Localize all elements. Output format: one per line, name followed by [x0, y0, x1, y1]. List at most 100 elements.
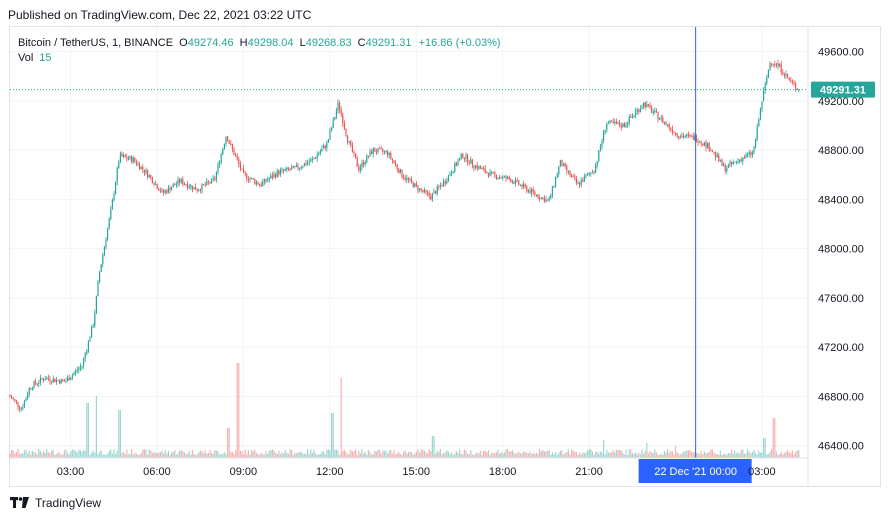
volume-bar — [707, 452, 709, 458]
volume-bar — [260, 452, 262, 458]
volume-bar — [718, 454, 720, 458]
volume-bar — [699, 454, 701, 458]
volume-bar — [604, 454, 606, 458]
candle-body — [193, 186, 195, 190]
candle-body — [740, 159, 742, 162]
volume-bar — [695, 453, 697, 458]
candle-body — [585, 175, 587, 177]
candle-body — [379, 148, 381, 150]
candle-body — [159, 190, 161, 192]
volume-bar — [612, 450, 614, 458]
volume-bar — [254, 449, 256, 458]
candle-body — [86, 350, 88, 354]
volume-bar — [732, 453, 734, 458]
candle-body — [355, 153, 357, 159]
volume-bar — [667, 449, 669, 458]
candle-body — [444, 181, 446, 184]
candle-body — [455, 163, 457, 166]
candle-body — [294, 166, 296, 168]
volume-bar — [209, 449, 211, 458]
volume-bar — [721, 454, 723, 458]
volume-bar — [497, 449, 499, 458]
volume-bar — [49, 453, 51, 458]
y-tick-label: 49600.00 — [818, 47, 864, 59]
volume-bar — [25, 449, 27, 458]
candle-body — [558, 166, 560, 175]
volume-bar — [361, 449, 363, 458]
volume-bar — [126, 449, 128, 458]
candle-body — [371, 151, 373, 155]
candle-body — [542, 197, 544, 199]
candle-body — [478, 166, 480, 169]
volume-bar — [156, 453, 158, 458]
candle-body — [436, 186, 438, 194]
candle-body — [278, 170, 280, 175]
volume-bar — [292, 454, 294, 458]
volume-bar — [694, 452, 696, 458]
volume-bar — [159, 451, 161, 458]
volume-bar — [372, 454, 374, 458]
candle-body — [68, 377, 70, 381]
candle-body — [187, 184, 189, 188]
volume-bar — [27, 453, 29, 458]
candle-body — [771, 63, 773, 65]
footer-branding[interactable]: TradingView — [10, 496, 101, 510]
volume-bar — [116, 450, 118, 458]
candle-body — [62, 379, 64, 381]
candle-body — [27, 394, 29, 399]
volume-bar — [388, 450, 390, 458]
volume-bar — [710, 449, 712, 458]
volume-bar — [284, 450, 286, 458]
volume-bar — [668, 452, 670, 458]
candle-body — [172, 184, 174, 188]
candle-body — [737, 161, 739, 163]
candle-body — [321, 148, 323, 152]
volume-bar — [43, 450, 45, 458]
candle-body — [428, 193, 430, 197]
candle-body — [667, 124, 669, 126]
volume-bar — [390, 450, 392, 458]
volume-bar — [755, 452, 757, 458]
volume-bar — [633, 453, 635, 458]
candle-body — [580, 180, 582, 185]
chart-legend: Bitcoin / TetherUS, 1, BINANCE O49274.46… — [18, 35, 501, 51]
candle-body — [231, 144, 233, 149]
candle-body — [543, 197, 545, 203]
candle-body — [550, 195, 552, 199]
volume-bar — [436, 450, 438, 458]
candle-body — [644, 102, 646, 108]
candle-body — [452, 171, 454, 174]
candle-body — [382, 149, 384, 152]
volume-bar — [571, 449, 573, 458]
candle-body — [587, 173, 589, 176]
candle-body — [12, 398, 14, 400]
volume-bar — [745, 453, 747, 458]
legend-change-value: +16.86 (+0.03%) — [418, 37, 501, 49]
candle-body — [358, 166, 360, 171]
volume-bar — [36, 454, 38, 458]
volume-bar — [155, 452, 157, 458]
candle-body — [734, 161, 736, 163]
volume-bar — [444, 452, 446, 458]
candle-body — [526, 186, 528, 192]
volume-bar — [367, 450, 369, 458]
candle-body — [601, 141, 603, 147]
volume-bar — [691, 451, 693, 458]
candle-body — [446, 181, 448, 184]
candle-body — [235, 155, 237, 157]
volume-bar — [86, 403, 88, 458]
volume-bar — [148, 449, 150, 458]
volume-bar — [87, 403, 89, 458]
volume-bar — [315, 453, 317, 458]
candle-body — [545, 199, 547, 203]
candle-body — [774, 64, 776, 66]
candle-body — [535, 194, 537, 196]
volume-bar — [771, 449, 773, 458]
volume-bar — [401, 454, 403, 458]
candle-body — [758, 119, 760, 127]
volume-bar — [347, 454, 349, 458]
candle-body — [777, 63, 779, 66]
volume-bar — [387, 453, 389, 458]
candle-body — [203, 184, 205, 186]
